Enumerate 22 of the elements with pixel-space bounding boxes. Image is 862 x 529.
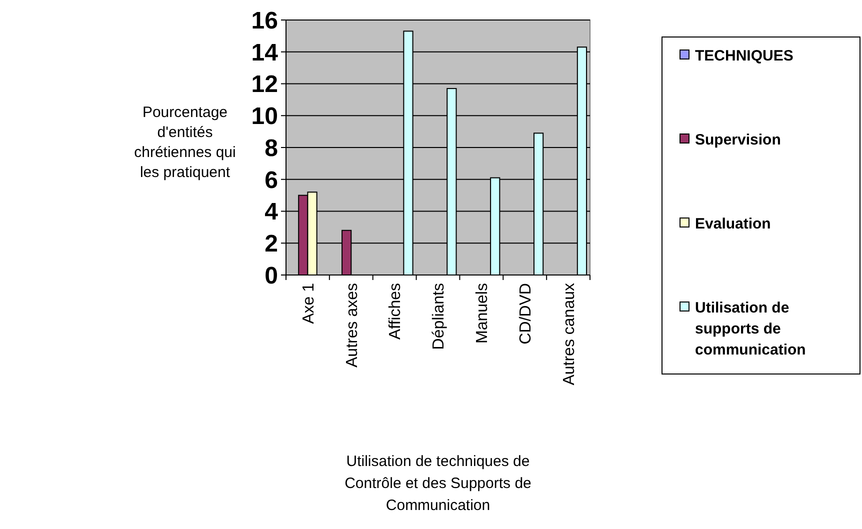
legend-label: Utilisation de supports de communication <box>695 299 806 358</box>
y-tick-label: 8 <box>264 134 278 162</box>
y-tick-label: 0 <box>264 262 278 290</box>
y-tick-label: 14 <box>251 39 279 66</box>
y-tick-label: 16 <box>251 7 278 34</box>
x-tick-label: Affiches <box>387 283 404 340</box>
x-tick-label: Dépliants <box>430 283 448 350</box>
x-axis-title: Utilisation de techniques de Contrôle et des Supports de Communication <box>344 453 532 514</box>
x-tick-label: Manuels <box>474 283 492 344</box>
legend-label: TECHNIQUES <box>695 47 794 64</box>
y-tick-label: 6 <box>264 166 278 194</box>
y-tick-label: 12 <box>251 71 278 98</box>
legend-label: Evaluation <box>695 215 771 232</box>
x-tick-label: CD/DVD <box>517 283 534 344</box>
x-tick-label: Autres canaux <box>560 283 578 386</box>
y-axis-title: Pourcentage d'entités chrétiennes qui les pratiquent <box>134 104 236 181</box>
y-tick-label: 4 <box>264 198 279 226</box>
legend-label: Supervision <box>695 131 781 148</box>
x-tick-label: Axe 1 <box>300 282 318 324</box>
y-tick-label: 2 <box>264 230 278 258</box>
y-tick-label: 10 <box>251 103 278 130</box>
x-tick-label: Autres axes <box>344 283 361 368</box>
